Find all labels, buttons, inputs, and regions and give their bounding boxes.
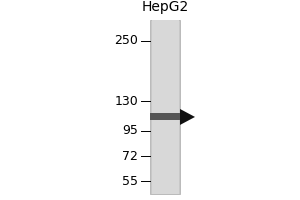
Bar <box>152 20 178 194</box>
Text: 130: 130 <box>114 95 138 108</box>
Polygon shape <box>180 109 195 125</box>
Text: 250: 250 <box>114 34 138 47</box>
Bar <box>150 113 180 120</box>
Text: 72: 72 <box>122 150 138 163</box>
Bar <box>150 20 180 194</box>
Text: 95: 95 <box>122 124 138 137</box>
Text: 55: 55 <box>122 175 138 188</box>
Text: HepG2: HepG2 <box>141 0 189 14</box>
